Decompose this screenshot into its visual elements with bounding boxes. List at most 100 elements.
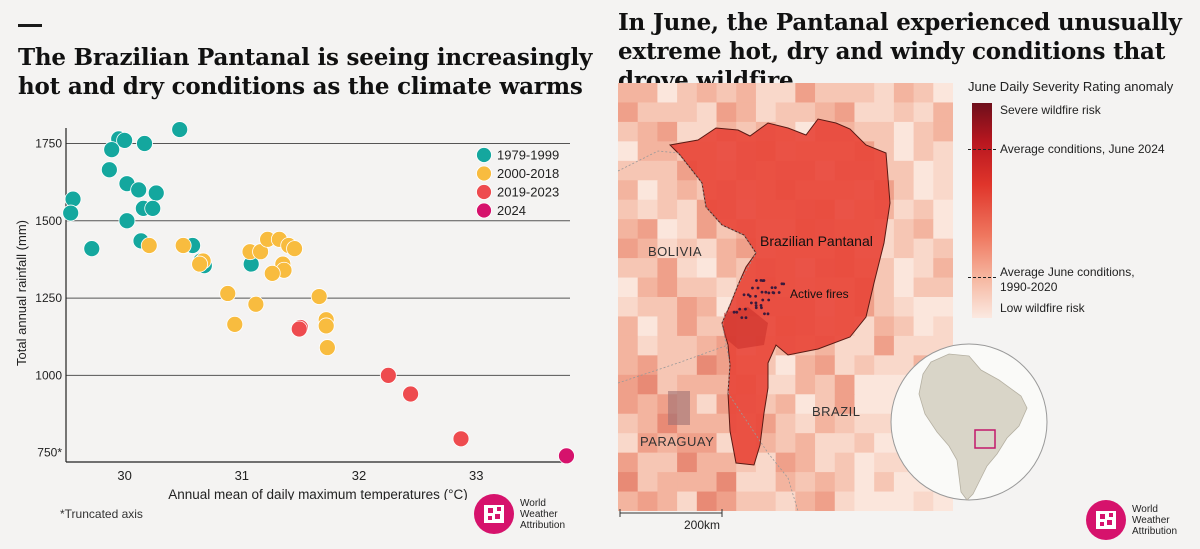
heat-cell [696, 238, 718, 259]
data-points [62, 121, 575, 465]
heat-cell [755, 83, 777, 103]
heat-cell [795, 433, 816, 454]
heat-cell [736, 83, 757, 103]
heat-cell [736, 472, 757, 493]
heat-cell [637, 394, 658, 415]
heat-cell [677, 355, 698, 376]
heat-cell [677, 316, 698, 337]
south-america-shape [918, 353, 1028, 501]
heat-cell [795, 394, 816, 415]
heat-cell [893, 297, 915, 317]
inset-globe [890, 343, 1048, 501]
heat-cell [618, 394, 639, 415]
heat-cell [874, 433, 895, 454]
legend-marker-2024 [968, 149, 996, 150]
heat-cell [696, 452, 718, 473]
heat-cell [834, 83, 855, 103]
heat-cell [637, 199, 658, 220]
legend-color-ramp [972, 103, 992, 318]
y-tick-labels: 750* 1000 1250 1500 1750 [35, 136, 62, 459]
heat-cell [696, 258, 718, 279]
heat-cell [874, 355, 895, 376]
heat-cell [716, 238, 737, 259]
heat-cell [716, 472, 737, 493]
heat-cell [815, 83, 836, 103]
fire-marker [770, 286, 774, 290]
heat-cell [657, 472, 678, 493]
heat-cell [913, 316, 934, 337]
heat-cell [874, 413, 895, 434]
heat-cell [775, 452, 796, 473]
heat-cell [618, 83, 639, 103]
fire-marker [763, 312, 766, 316]
heat-cell [716, 102, 737, 123]
legend-marker-average [968, 277, 996, 278]
label-pantanal: Brazilian Pantanal [760, 233, 873, 249]
heat-cell [795, 452, 816, 473]
heat-cell [893, 219, 915, 240]
legend-swatch [476, 184, 492, 200]
heat-cell [677, 121, 698, 142]
heat-cell [815, 394, 836, 415]
label-bolivia: BOLIVIA [648, 244, 702, 259]
heat-cell [677, 335, 698, 356]
heat-cell [637, 452, 658, 473]
heat-cell [677, 199, 698, 220]
legend-june-2024: Average conditions, June 2024 [1000, 142, 1165, 156]
heat-cell [618, 491, 639, 511]
heat-cell [834, 413, 855, 434]
heat-cell [696, 491, 718, 511]
heat-cell [657, 491, 678, 511]
heat-cell [893, 83, 915, 103]
data-point [247, 295, 265, 313]
heat-cell [716, 452, 737, 473]
heat-cell [913, 335, 934, 356]
heat-cell [854, 472, 875, 493]
heat-cell [933, 180, 953, 201]
border-paraguay [618, 344, 799, 511]
heat-cell [893, 141, 915, 162]
y-tick-label: 750* [37, 446, 62, 460]
heat-cell [893, 355, 915, 376]
heat-cell [874, 102, 895, 123]
heat-cell [834, 433, 855, 454]
data-point [144, 200, 162, 217]
data-point [263, 264, 281, 282]
fire-marker [782, 282, 786, 286]
heat-cell [618, 121, 639, 142]
fire-marker [744, 316, 748, 320]
heat-cell [854, 452, 875, 473]
heat-cell [637, 102, 658, 123]
fire-marker [756, 286, 760, 290]
heat-cell [677, 258, 698, 279]
heat-cell [913, 277, 934, 298]
heat-cell [755, 102, 777, 123]
heat-cell [618, 413, 639, 434]
heat-cell [755, 452, 777, 473]
heat-cell [657, 180, 678, 201]
fire-marker [740, 316, 744, 320]
heat-cell [637, 180, 658, 201]
heat-cell [893, 199, 915, 220]
legend-title: June Daily Severity Rating anomaly [968, 79, 1174, 94]
fire-marker [773, 286, 777, 290]
data-point [171, 121, 189, 138]
heat-cell [893, 491, 915, 511]
heat-cell [913, 238, 934, 259]
heat-cell [657, 199, 678, 220]
active-fire-markers [732, 279, 786, 320]
heat-cell [637, 238, 658, 259]
border-bolivia-brazil [618, 150, 757, 394]
data-point [558, 447, 575, 465]
fire-marker [767, 291, 771, 295]
data-point [103, 141, 121, 159]
map-legend: June Daily Severity Rating anomaly Sever… [968, 79, 1188, 329]
heat-cell [696, 277, 718, 298]
legend-swatch [476, 147, 492, 163]
heat-cell [618, 335, 639, 356]
heat-cell [696, 472, 718, 493]
heat-cell [696, 335, 718, 356]
heat-cell [657, 316, 678, 337]
heat-cell [677, 433, 698, 454]
heat-cell [913, 121, 934, 142]
